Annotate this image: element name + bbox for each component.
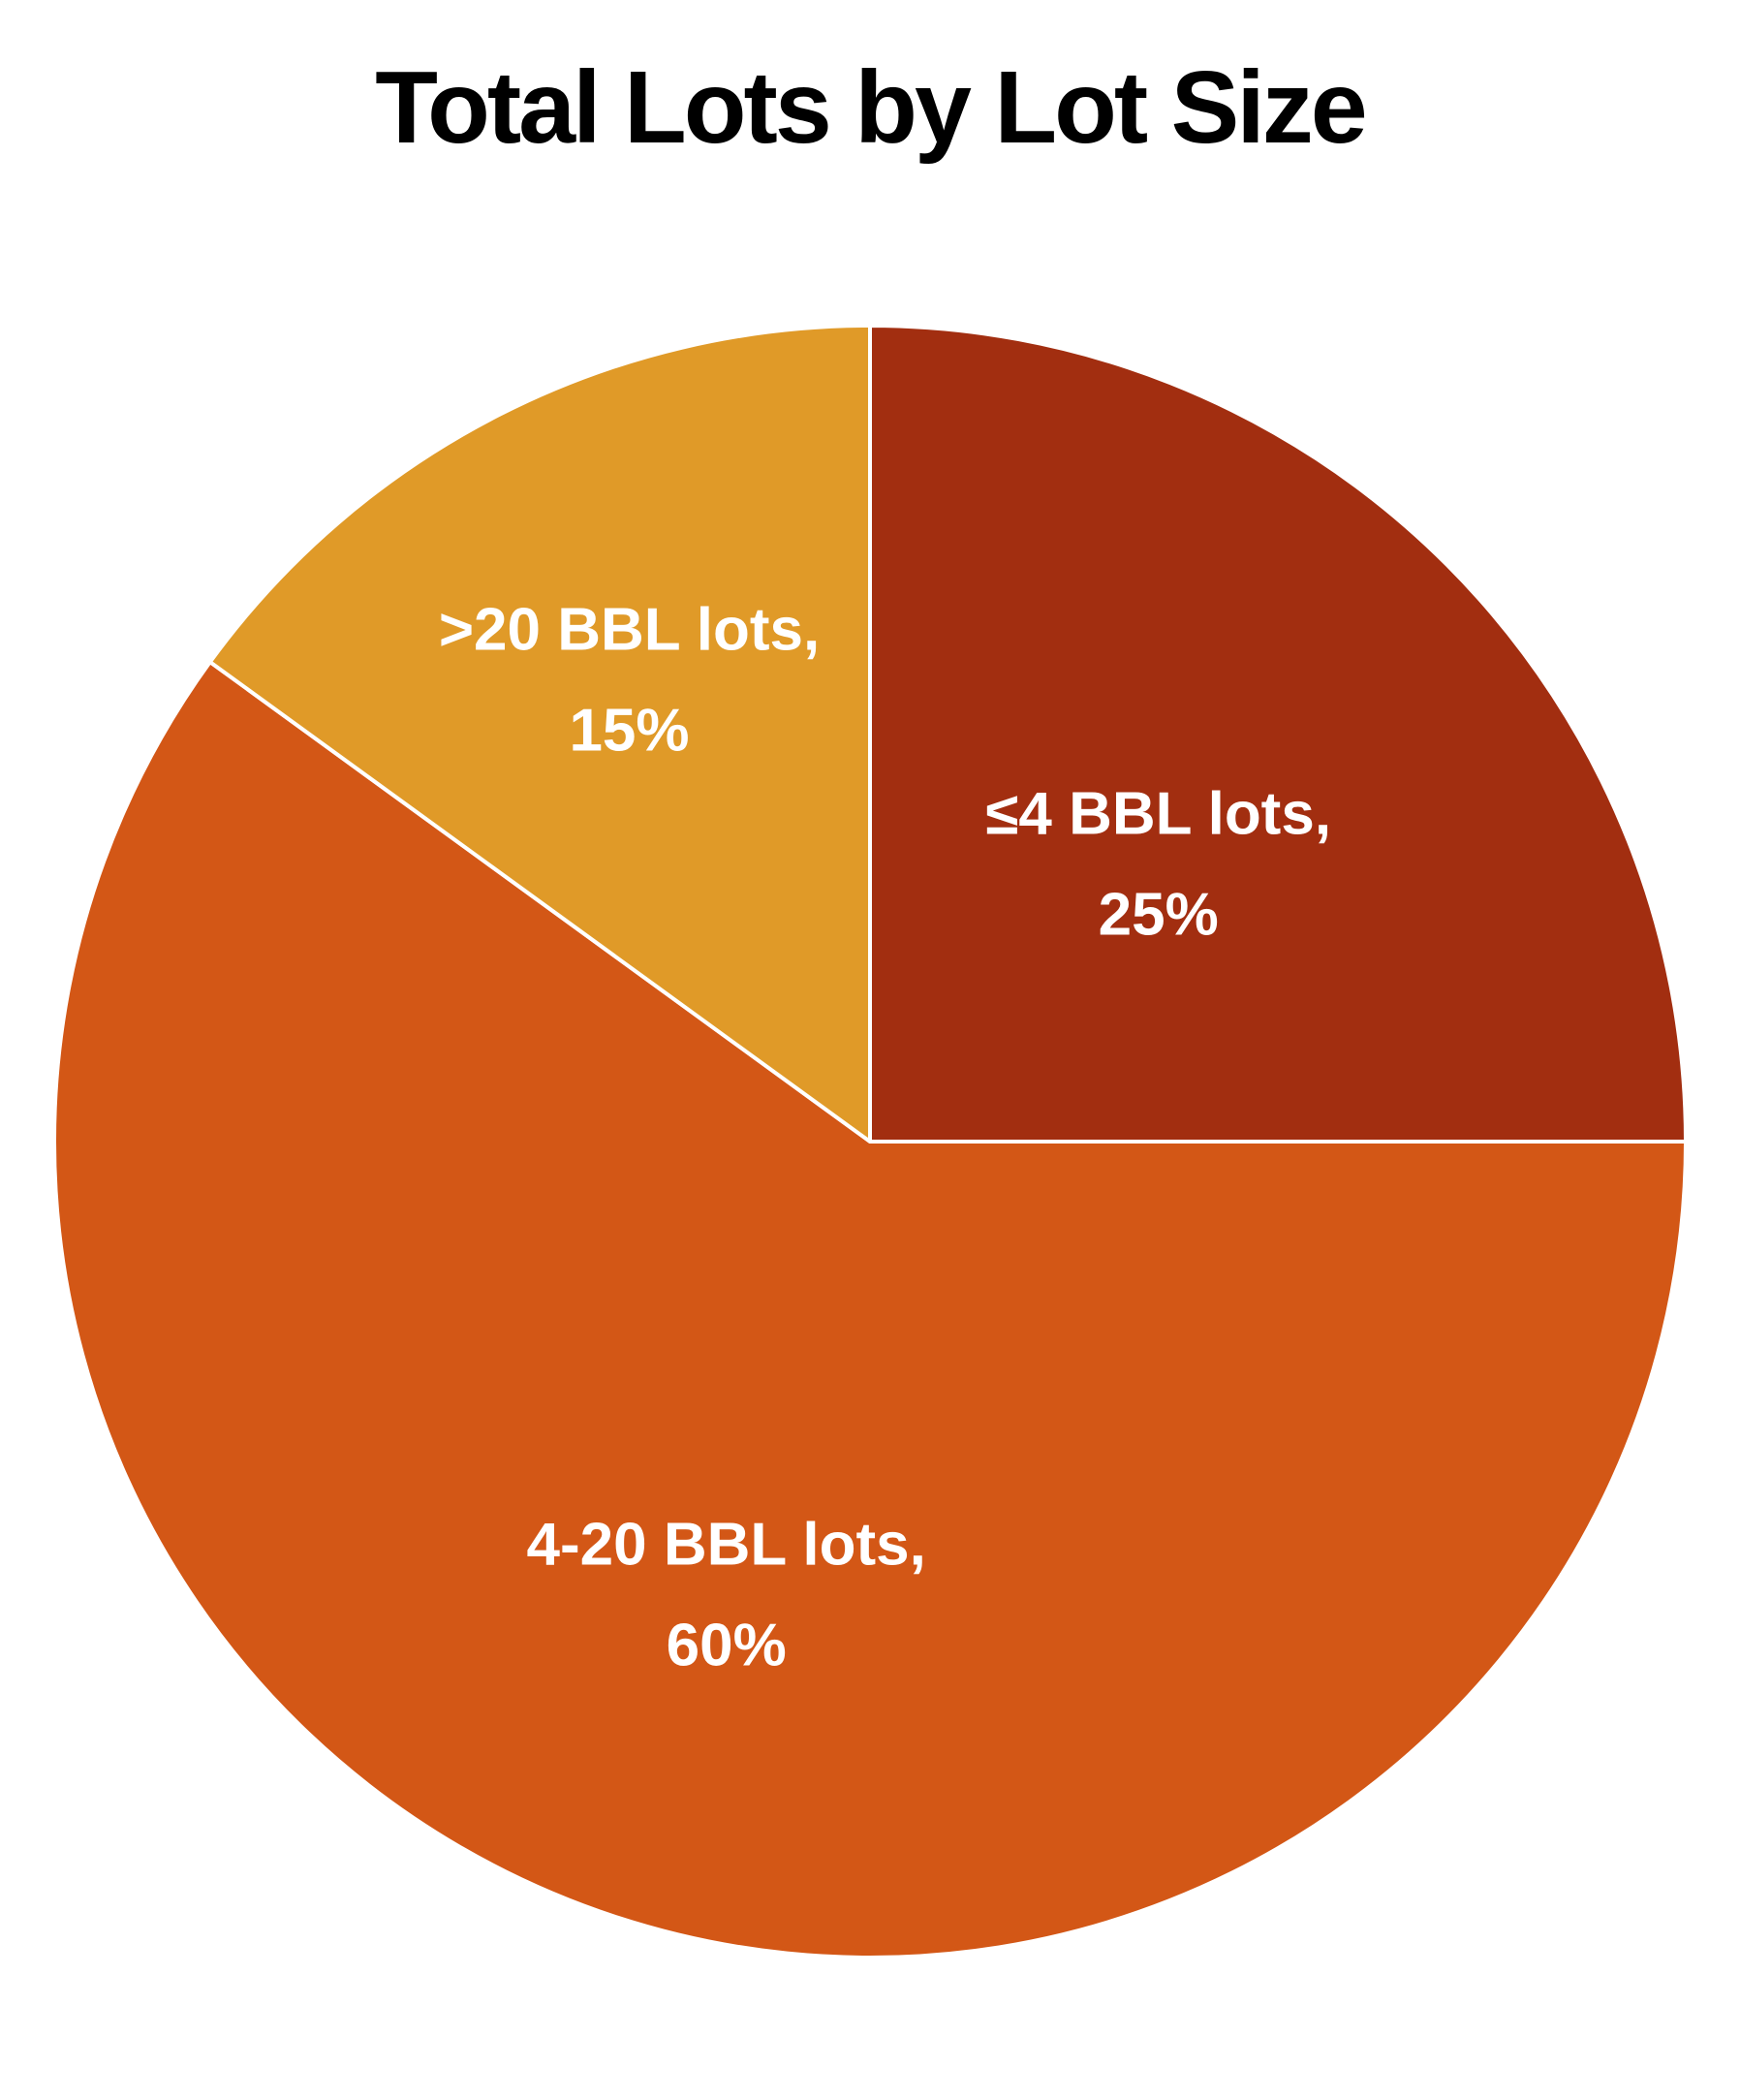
slice-category-label: 4-20 BBL lots, bbox=[527, 1512, 926, 1579]
pie-slices bbox=[52, 324, 1688, 1959]
pie-slice bbox=[207, 324, 872, 1144]
pie-slice bbox=[52, 660, 1688, 1959]
pie-labels: ≤4 BBL lots, 25% 4-20 BBL lots, 60% >20 BBL … bbox=[439, 596, 1331, 1678]
slice-value-label: 25% bbox=[1099, 881, 1219, 948]
slice-category-label: ≤4 BBL lots, bbox=[985, 780, 1331, 847]
slice-label: ≤4 BBL lots, 25% bbox=[985, 780, 1331, 948]
chart-title: Total Lots by Lot Size bbox=[375, 50, 1367, 165]
slice-value-label: 60% bbox=[667, 1613, 787, 1679]
slice-label: 4-20 BBL lots, 60% bbox=[527, 1512, 926, 1679]
slice-category-label: >20 BBL lots, bbox=[439, 596, 820, 663]
pie-slice bbox=[868, 324, 1688, 1144]
slice-value-label: 15% bbox=[569, 697, 689, 764]
slice-label: >20 BBL lots, 15% bbox=[439, 596, 820, 764]
